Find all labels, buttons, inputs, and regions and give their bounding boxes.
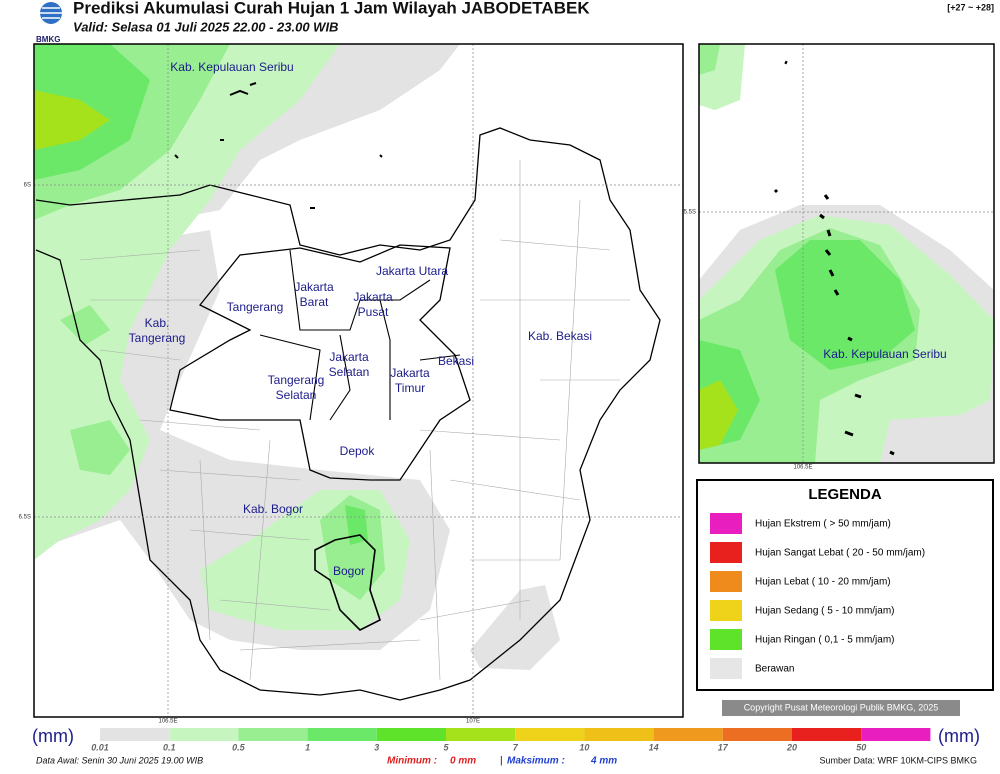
- lat-label: 6S: [24, 183, 31, 189]
- data-awal: Data Awal: Senin 30 Juni 2025 19.00 WIB: [36, 755, 203, 765]
- max-value: 4 mm: [590, 756, 617, 767]
- region-label: Jakarta: [329, 350, 369, 364]
- region-label: Jakarta: [353, 290, 393, 304]
- legend-label: Hujan Ekstrem ( > 50 mm/jam): [755, 519, 891, 530]
- copyright: Copyright Pusat Meteorologi Publik BMKG,…: [744, 702, 939, 712]
- legend-swatch: [710, 600, 742, 621]
- legend-box: [696, 479, 994, 691]
- valid-time: Valid: Selasa 01 Juli 2025 22.00 - 23.00…: [73, 19, 338, 34]
- legend-swatch: [710, 542, 742, 563]
- legend-label: Berawan: [755, 664, 794, 675]
- legend-swatch: [710, 513, 742, 534]
- region-label: Pusat: [358, 305, 389, 319]
- lon-label: 106.5E: [793, 465, 812, 471]
- source: Sumber Data: WRF 10KM-CIPS BMKG: [819, 755, 977, 765]
- legend-label: Hujan Sedang ( 5 - 10 mm/jam): [755, 606, 895, 617]
- colorbar-segment: [515, 728, 585, 741]
- region-label: Selatan: [329, 365, 370, 379]
- region-label: Depok: [340, 444, 376, 458]
- min-value: 0 mm: [450, 756, 476, 767]
- colorbar-tick-label: 14: [649, 742, 659, 752]
- legend-swatch: [710, 571, 742, 592]
- colorbar-tick-label: 20: [786, 742, 797, 752]
- region-label: Timur: [395, 381, 425, 395]
- region-label: Bekasi: [438, 354, 474, 368]
- colorbar-tick-label: 17: [718, 742, 729, 752]
- colorbar-segment: [861, 728, 931, 741]
- main-map: Kab. Kepulauan Seribu Jakarta Utara Jakart…: [34, 44, 683, 717]
- colorbar: 0.01 0.1 0.5 1 3 5 7 10 14 17 20 50: [91, 728, 931, 752]
- region-label: Kab. Bekasi: [528, 329, 592, 343]
- colorbar-tick-label: 5: [443, 742, 449, 752]
- legend-swatch: [710, 629, 742, 650]
- colorbar-segment: [584, 728, 654, 741]
- colorbar-segment: [653, 728, 723, 741]
- colorbar-segment: [722, 728, 792, 741]
- region-label: Jakarta: [294, 280, 334, 294]
- min-label: Minimum :: [387, 756, 437, 767]
- lon-label: 107E: [466, 719, 480, 725]
- colorbar-unit: (mm): [938, 726, 980, 746]
- colorbar-tick-label: 50: [856, 742, 866, 752]
- colorbar-segment: [238, 728, 308, 741]
- legend-label: Hujan Lebat ( 10 - 20 mm/jam): [755, 577, 891, 588]
- colorbar-tick-label: 7: [513, 742, 519, 752]
- main-frame: [33, 43, 684, 718]
- region-label: Tangerang: [227, 300, 284, 314]
- colorbar-unit: (mm): [32, 726, 74, 746]
- copyright-box: [722, 700, 960, 716]
- max-label: Maksimum :: [507, 756, 565, 767]
- colorbar-segment: [446, 728, 516, 741]
- region-label: Barat: [300, 295, 329, 309]
- range: [+27 ~ +28]: [947, 2, 994, 12]
- region-label: Tangerang: [129, 331, 186, 345]
- region-label: Bogor: [333, 564, 365, 578]
- region-label: Jakarta Utara: [376, 264, 448, 278]
- region-label: Kab. Kepulauan Seribu: [170, 60, 293, 74]
- legend-swatch: [710, 658, 742, 679]
- separator: |: [500, 756, 503, 767]
- region-labels: Kab. Kepulauan Seribu Jakarta Utara Jakart…: [129, 60, 592, 578]
- logo: [40, 2, 62, 24]
- region-label: Kab.: [145, 316, 170, 330]
- legend-label: Hujan Sangat Lebat ( 20 - 50 mm/jam): [755, 548, 925, 559]
- colorbar-tick-label: 0.1: [163, 742, 176, 752]
- region-label: Kab. Bogor: [243, 502, 303, 516]
- colorbar-tick-label: 0.5: [232, 742, 246, 752]
- lon-label: 106.5E: [158, 719, 177, 725]
- region-label: Tangerang: [268, 373, 325, 387]
- logo-text: BMKG: [36, 35, 60, 44]
- colorbar-segment: [307, 728, 377, 741]
- inset-map: [699, 44, 994, 463]
- colorbar-segment: [376, 728, 446, 741]
- lat-label: 6.5S: [19, 515, 31, 521]
- colorbar-tick-label: 1: [305, 742, 310, 752]
- region-label: Kab. Kepulauan Seribu: [823, 347, 946, 361]
- lat-label: 5.5S: [684, 210, 696, 216]
- region-label: Selatan: [276, 388, 317, 402]
- colorbar-tick-label: 0.01: [91, 742, 109, 752]
- region-label: Jakarta: [390, 366, 430, 380]
- inset-frame: [698, 43, 995, 464]
- title: Prediksi Akumulasi Curah Hujan 1 Jam Wil…: [73, 0, 590, 17]
- legend: Hujan Ekstrem ( > 50 mm/jam) Hujan Sangat…: [710, 513, 925, 679]
- colorbar-segment: [169, 728, 239, 741]
- colorbar-tick-label: 3: [374, 742, 379, 752]
- colorbar-tick-label: 10: [579, 742, 589, 752]
- colorbar-segment: [100, 728, 170, 741]
- legend-title: LEGENDA: [808, 486, 882, 503]
- colorbar-segment: [792, 728, 862, 741]
- legend-label: Hujan Ringan ( 0,1 - 5 mm/jam): [755, 635, 895, 646]
